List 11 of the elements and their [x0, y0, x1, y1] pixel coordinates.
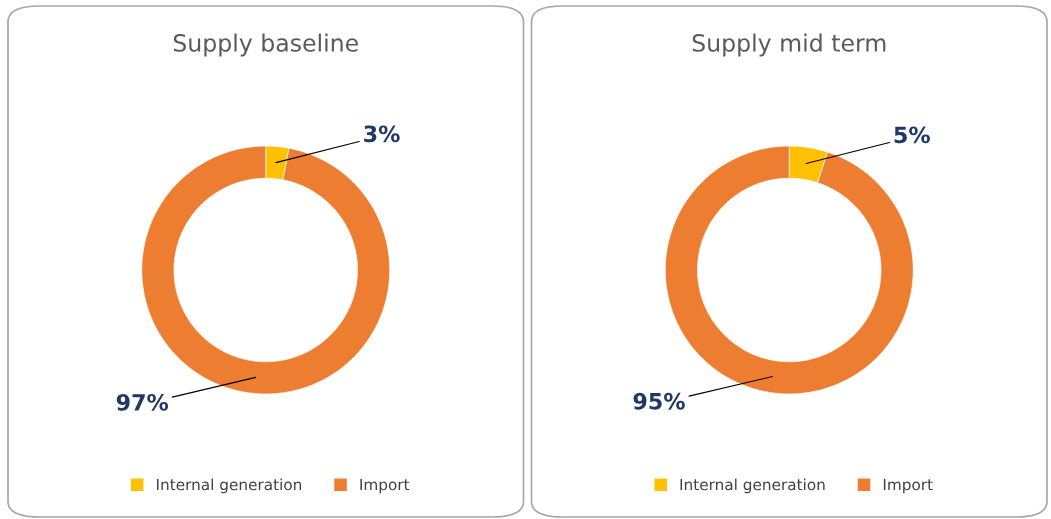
data-label: 5% [894, 126, 930, 144]
legend-label: Internal generation [157, 478, 302, 494]
legend-label: Internal generation [680, 478, 825, 494]
legend-label: Import [360, 478, 410, 494]
data-label: 3% [364, 125, 400, 143]
data-label: 95% [633, 392, 685, 410]
donut-slice [141, 145, 391, 395]
legend-label: Import [883, 478, 933, 494]
chart-title: Supply mid term [692, 33, 886, 57]
data-label: 97% [116, 393, 169, 411]
chart-title: Supply baseline [173, 33, 358, 57]
